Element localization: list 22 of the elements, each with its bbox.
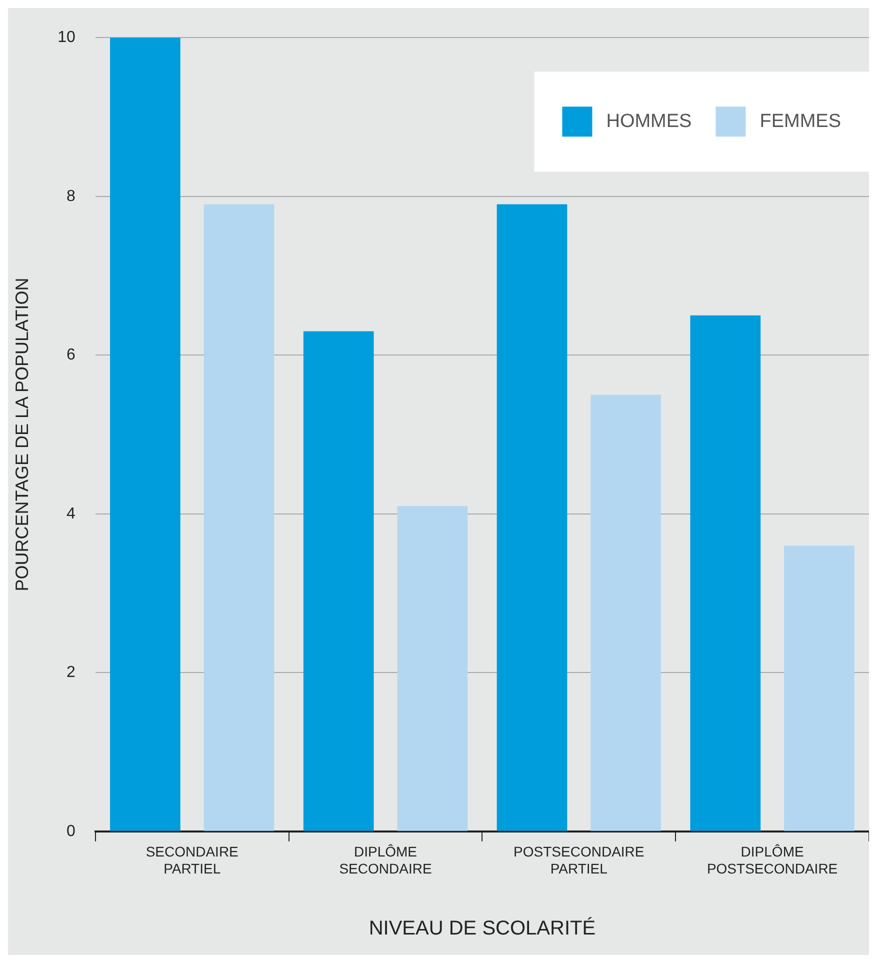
bar [303,331,374,831]
legend-label: HOMMES [606,110,692,132]
bar [590,394,661,831]
y-tick-label: 10 [58,29,76,46]
bar [397,506,468,831]
bar [204,204,274,831]
y-tick-label: 8 [66,188,76,205]
y-tick-label: 4 [66,505,76,522]
x-tick-label: DIPLÔME POSTSECONDAIRE [706,844,838,876]
bar [784,546,854,831]
bar [496,204,568,831]
y-tick-label: 6 [66,346,76,364]
bar [110,38,180,831]
y-tick-label: 2 [66,664,76,682]
x-axis-title: NIVEAU DE SCOLARITÉ [368,916,596,940]
x-tick-label: SECONDAIRE PARTIEL [146,844,238,876]
x-tick-label: DIPLÔME SECONDAIRE [339,844,432,876]
x-tick-label: POSTSECONDAIRE PARTIEL [514,844,644,876]
y-axis-title: POURCENTAGE DE LA POPULATION [12,278,32,592]
bar [690,315,761,831]
legend-label: FEMMES [760,110,841,132]
y-tick-label: 0 [66,822,76,840]
